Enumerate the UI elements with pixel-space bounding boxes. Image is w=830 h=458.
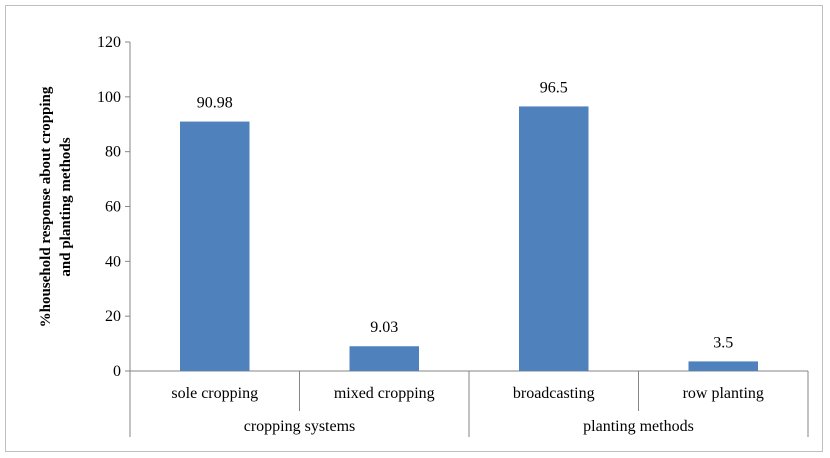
bar (349, 346, 419, 371)
x-category-label: sole cropping (171, 385, 258, 402)
bar (180, 121, 250, 371)
y-tick-label: 120 (97, 34, 121, 51)
y-tick-label: 0 (113, 363, 121, 380)
bar (688, 361, 758, 371)
chart-frame (5, 5, 823, 452)
x-category-label: mixed cropping (334, 385, 435, 402)
x-category-label: row planting (683, 385, 764, 402)
data-label: 9.03 (370, 319, 398, 336)
y-tick-label: 40 (105, 253, 121, 270)
y-tick-label: 60 (105, 199, 121, 216)
x-group-label: planting methods (583, 418, 694, 435)
data-label: 90.98 (197, 95, 233, 112)
data-label: 3.5 (713, 334, 733, 351)
y-tick-label: 80 (105, 144, 121, 161)
y-tick-label: 20 (105, 308, 121, 325)
bar (519, 106, 589, 371)
data-label: 96.5 (540, 79, 568, 96)
labels: 0 20 40 60 80 100 120 90.98 sole cropping 9.03 mix… (97, 34, 764, 435)
y-axis-label-line-1: %household response about cropping (38, 86, 54, 327)
y-axis-label-line-2: and planting methods (58, 137, 74, 276)
x-category-label: broadcasting (513, 385, 595, 402)
bars (180, 106, 758, 371)
y-tick-label: 100 (97, 89, 121, 106)
x-group-label: cropping systems (244, 418, 356, 435)
